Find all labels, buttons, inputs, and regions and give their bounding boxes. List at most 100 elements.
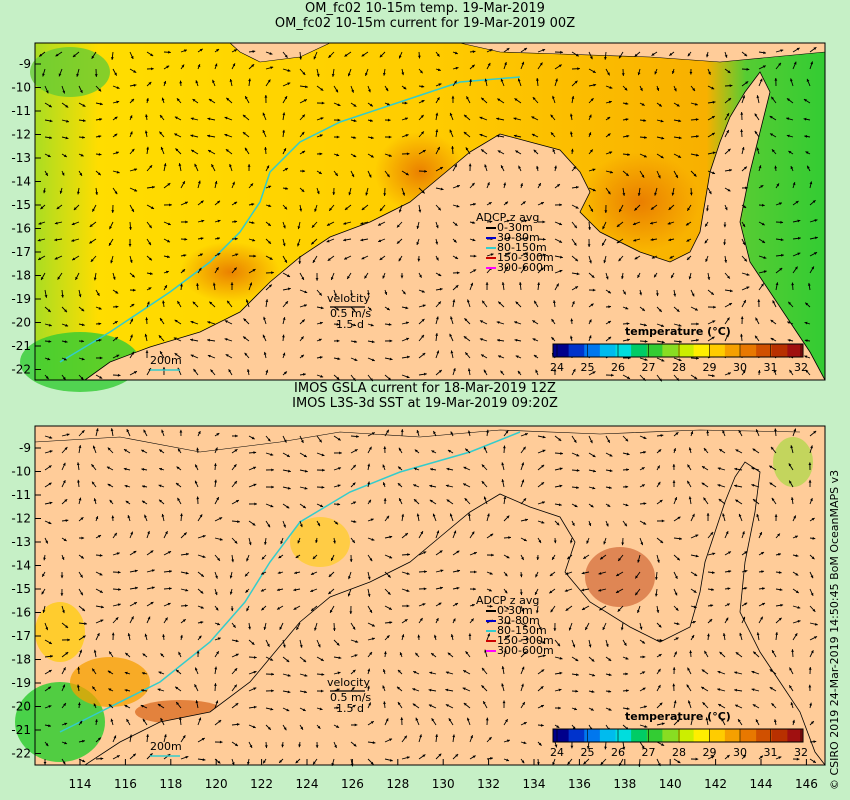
top-map: -9 -10 -11 -12 -13 -14 -15 -16 -17 -18 -19 -20 -21 -2… <box>11 42 826 392</box>
y-tick-label: -12 <box>11 128 31 142</box>
y-tick-label: -21 <box>11 723 31 737</box>
y-tick-label: -17 <box>11 245 31 259</box>
x-tick-label: 134 <box>523 777 546 791</box>
x-tick-label: 138 <box>613 777 636 791</box>
y-tick-label: -19 <box>11 676 31 690</box>
x-tick-label: 132 <box>477 777 500 791</box>
y-tick-label: -17 <box>11 629 31 643</box>
adcp-legend-item: 30-80m <box>497 231 540 244</box>
colorbar-title: temperature (°C) <box>625 710 731 723</box>
colorbar-tick: 29 <box>703 361 717 374</box>
y-tick-label: -22 <box>11 363 31 377</box>
adcp-legend-title: ADCP z avg <box>476 211 539 224</box>
bottom-map: -9 -10 -11 -12 -13 -14 -15 -16 -17 -18 -19 -20 -21 -2… <box>11 425 826 791</box>
y-tick-label: -9 <box>19 441 31 455</box>
bottom-title-line1: IMOS GSLA current for 18-Mar-2019 12Z <box>294 381 556 396</box>
bottom-adcp-legend: ADCP z avg 0-30m30-80m80-150m150-300m300… <box>476 594 554 657</box>
velocity-legend-title: velocity <box>327 292 370 305</box>
adcp-legend-item: 150-300m <box>497 251 554 264</box>
top-title-line2: OM_fc02 10-15m current for 19-Mar-2019 0… <box>274 16 576 31</box>
colorbar-tick: 30 <box>733 746 747 759</box>
colorbar-tick: 27 <box>642 746 656 759</box>
velocity-legend-speed: 0.5 m/s <box>330 307 371 320</box>
y-tick-label: -16 <box>11 222 31 236</box>
x-tick-label: 114 <box>69 777 92 791</box>
x-tick-label: 118 <box>159 777 182 791</box>
x-tick-label: 140 <box>659 777 682 791</box>
adcp-legend-title: ADCP z avg <box>476 594 539 607</box>
top-title-line1: OM_fc02 10-15m temp. 19-Mar-2019 <box>305 1 545 16</box>
bottom-title-line2: IMOS L3S-3d SST at 19-Mar-2019 09:20Z <box>292 396 558 411</box>
x-tick-label: 124 <box>296 777 319 791</box>
y-tick-label: -16 <box>11 606 31 620</box>
y-tick-label: -10 <box>11 81 31 95</box>
isobath-label: 200m <box>150 740 182 753</box>
y-tick-label: -13 <box>11 151 31 165</box>
colorbar-tick: 27 <box>642 361 656 374</box>
colorbar-title: temperature (°C) <box>625 325 731 338</box>
top-isobath-legend: 200m <box>150 354 182 371</box>
y-tick-label: -19 <box>11 292 31 306</box>
adcp-legend-item: 80-150m <box>497 241 547 254</box>
bottom-current-vectors <box>41 428 818 767</box>
y-tick-label: -22 <box>11 747 31 761</box>
australia-landmass <box>83 461 826 766</box>
indonesia-coast <box>34 429 801 453</box>
isobath-label: 200m <box>150 354 182 367</box>
colorbar-tick: 28 <box>672 361 686 374</box>
x-tick-label: 120 <box>205 777 228 791</box>
bottom-y-axis: -9 -10 -11 -12 -13 -14 -15 -16 -17 -18 -19 -20 -21 -2… <box>11 441 41 761</box>
bottom-velocity-legend: velocity 0.5 m/s 1.5 d <box>327 676 371 715</box>
colorbar-tick: 24 <box>550 361 564 374</box>
x-tick-label: 136 <box>568 777 591 791</box>
x-tick-label: 130 <box>432 777 455 791</box>
x-tick-label: 126 <box>341 777 364 791</box>
x-tick-label: 128 <box>386 777 409 791</box>
colorbar-tick: 29 <box>703 746 717 759</box>
x-tick-label: 144 <box>750 777 773 791</box>
y-tick-label: -14 <box>11 175 31 189</box>
bottom-map-frame <box>34 425 826 766</box>
y-tick-label: -20 <box>11 316 31 330</box>
colorbar-tick: 31 <box>764 361 778 374</box>
velocity-legend-title: velocity <box>327 676 370 689</box>
adcp-legend-item: 300-600m <box>497 644 554 657</box>
adcp-legend-item: 150-300m <box>497 634 554 647</box>
x-tick-label: 142 <box>704 777 727 791</box>
velocity-legend-days: 1.5 d <box>336 318 364 331</box>
colorbar-tick: 30 <box>733 361 747 374</box>
y-tick-label: -11 <box>11 488 31 502</box>
colorbar-tick: 25 <box>581 746 595 759</box>
colorbar-tick: 28 <box>672 746 686 759</box>
y-tick-label: -11 <box>11 104 31 118</box>
adcp-legend-item: 80-150m <box>497 624 547 637</box>
top-adcp-legend: ADCP z avg 0-30m30-80m80-150m150-300m300… <box>476 211 554 274</box>
y-tick-label: -10 <box>11 465 31 479</box>
colorbar-tick: 32 <box>794 746 808 759</box>
velocity-legend-speed: 0.5 m/s <box>330 691 371 704</box>
y-tick-label: -21 <box>11 339 31 353</box>
200m-isobath <box>59 431 521 733</box>
adcp-legend-item: 300-600m <box>497 261 554 274</box>
adcp-legend-item: 30-80m <box>497 614 540 627</box>
top-y-axis: -9 -10 -11 -12 -13 -14 -15 -16 -17 -18 -19 -20 -21 -2… <box>11 57 41 377</box>
top-colorbar: temperature (°C) 24 25 26 27 28 29 30 31 32 <box>550 325 808 374</box>
top-current-vectors <box>37 46 818 382</box>
top-map-panel: -9 -10 -11 -12 -13 -14 -15 -16 -17 -18 -19 -20 -21 -2… <box>0 32 850 392</box>
y-tick-label: -14 <box>11 559 31 573</box>
x-tick-label: 146 <box>795 777 818 791</box>
colorbar-tick: 31 <box>764 746 778 759</box>
y-tick-label: -18 <box>11 653 31 667</box>
y-tick-label: -12 <box>11 512 31 526</box>
y-tick-label: -13 <box>11 535 31 549</box>
australia-landmass <box>83 71 826 381</box>
y-tick-label: -15 <box>11 198 31 212</box>
top-map-frame <box>34 42 826 381</box>
credit-text: © CSIRO 2019 24-Mar-2019 14:50:45 BoM Oc… <box>828 469 841 790</box>
velocity-legend-days: 1.5 d <box>336 702 364 715</box>
colorbar-tick: 26 <box>611 746 625 759</box>
y-tick-label: -20 <box>11 700 31 714</box>
bottom-colorbar: temperature (°C) 24 25 26 27 28 29 30 31 32 <box>550 710 808 759</box>
top-velocity-legend: velocity 0.5 m/s 1.5 d <box>327 292 371 331</box>
adcp-legend-item: 0-30m <box>497 604 533 617</box>
